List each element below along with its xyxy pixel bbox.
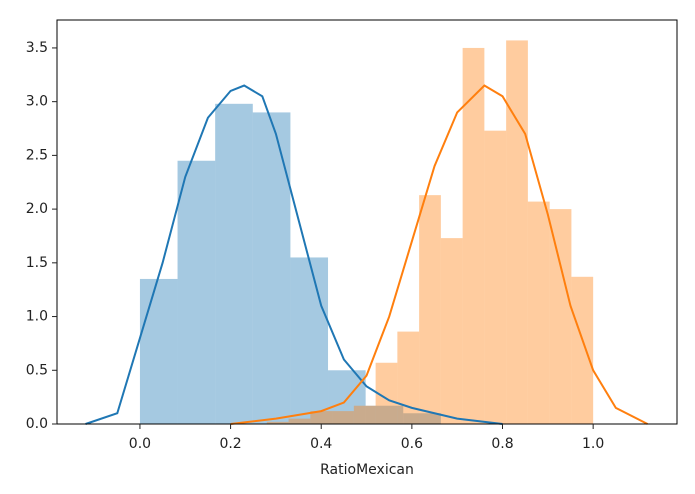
histogram-bar [549, 209, 572, 424]
x-tick-label: 0.6 [401, 436, 423, 452]
histogram-bar [288, 418, 311, 424]
histogram-bar [290, 257, 329, 424]
histogram-bar [571, 276, 594, 424]
histogram-bar [365, 405, 404, 424]
y-tick-label: 3.0 [26, 94, 48, 110]
y-tick-label: 3.5 [26, 40, 48, 56]
histogram-bar [440, 238, 463, 424]
histogram-bar [397, 331, 420, 424]
x-tick-label: 1.0 [582, 436, 604, 452]
y-tick-label: 1.5 [26, 255, 48, 271]
x-tick-label: 0.0 [129, 436, 151, 452]
plot-frame [56, 19, 678, 425]
histogram-bar [353, 405, 376, 424]
x-tick-label: 0.4 [310, 436, 332, 452]
histogram-bar [215, 103, 253, 425]
kde-line [230, 84, 648, 425]
histogram-bar [252, 112, 291, 424]
x-tick-label: 0.8 [491, 436, 513, 452]
histogram-bar [506, 40, 528, 425]
histogram-bar [462, 47, 485, 425]
histogram-bar [419, 195, 441, 424]
y-tick-label: 0.0 [26, 416, 48, 432]
histogram-bar [310, 411, 333, 424]
histogram-bar [266, 421, 289, 424]
y-tick-label: 0.5 [26, 362, 48, 378]
histogram-bar [177, 160, 216, 425]
histogram-bar [527, 201, 550, 424]
y-tick-label: 1.0 [26, 309, 48, 325]
histogram-bar [403, 413, 441, 424]
histogram-bar [332, 411, 354, 424]
histogram-bar [139, 278, 178, 424]
histogram-bar [375, 362, 398, 424]
y-tick-label: 2.0 [26, 201, 48, 217]
histogram-bar [484, 130, 507, 424]
x-tick-label: 0.2 [219, 436, 241, 452]
x-axis-label: RatioMexican [320, 462, 414, 478]
y-tick-label: 2.5 [26, 147, 48, 163]
kde-line [85, 84, 503, 425]
